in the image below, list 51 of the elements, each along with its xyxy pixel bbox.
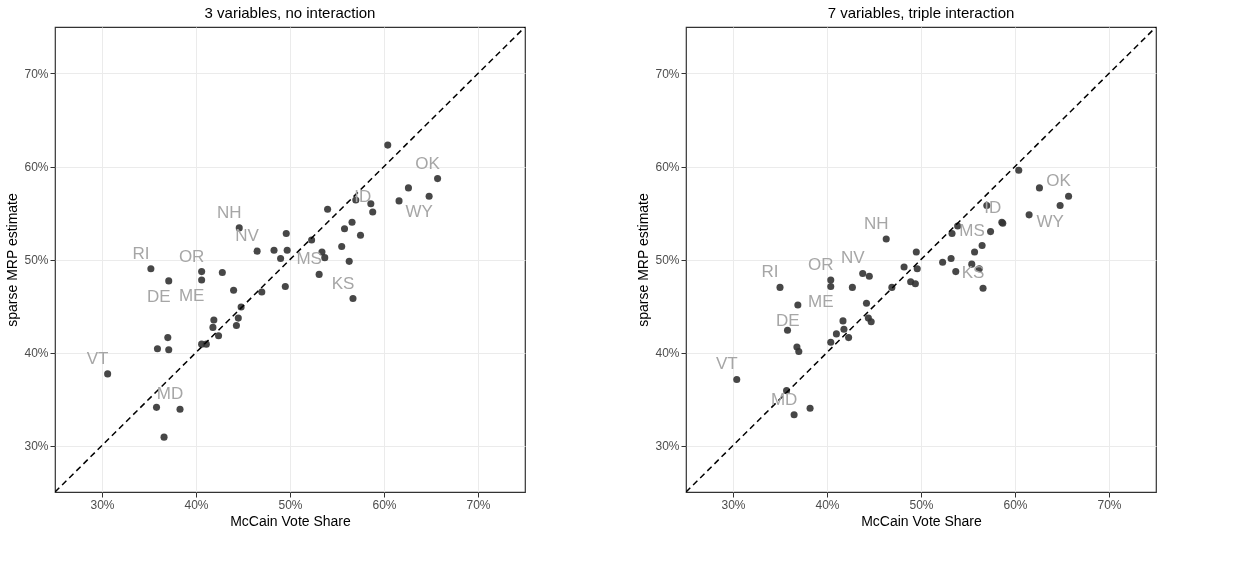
annotation: RI <box>761 262 779 282</box>
chart-title: 7 variables, triple interaction <box>827 4 1015 21</box>
annotation: KS <box>961 263 985 283</box>
annotation: OK <box>415 153 441 173</box>
annotation: ME <box>808 292 834 312</box>
x-axis-title: McCain Vote Share <box>230 512 352 529</box>
annotation: OR <box>808 254 834 274</box>
y-tick-label: 70% <box>24 67 49 81</box>
x-tick-label: 70% <box>466 497 491 512</box>
annotation: OK <box>1046 171 1072 191</box>
annotation: OR <box>178 246 205 266</box>
y-tick-label: 70% <box>655 67 680 81</box>
y-tick-label: 50% <box>655 253 680 267</box>
y-axis-title: sparse MRP estimate <box>4 193 21 327</box>
x-tick-label: 50% <box>278 497 303 512</box>
x-tick-label: 40% <box>184 497 209 512</box>
annotation: NV <box>235 226 260 246</box>
chart-title: 3 variables, no interaction <box>204 4 376 21</box>
x-tick-label: 30% <box>90 497 115 512</box>
annotation: MS <box>296 249 322 269</box>
annotation: NH <box>216 202 242 222</box>
annotation: MS <box>959 220 985 240</box>
annotation: DE <box>776 311 800 331</box>
annotation: DE <box>146 286 171 306</box>
annotation: VT <box>715 354 738 374</box>
annotation: WY <box>405 202 433 222</box>
x-tick-label: 70% <box>1097 497 1122 512</box>
x-tick-label: 30% <box>721 497 746 512</box>
y-tick-label: 60% <box>655 160 680 174</box>
y-tick-label: 60% <box>24 160 49 174</box>
y-axis-title: sparse MRP estimate <box>635 193 652 327</box>
x-tick-label: 60% <box>1003 497 1028 512</box>
y-tick-label: 30% <box>655 439 680 453</box>
annotation: ID <box>984 198 1002 218</box>
annotation: VT <box>86 348 109 368</box>
annotation: RI <box>132 243 150 263</box>
annotation: WY <box>1036 211 1064 231</box>
annotation: NV <box>840 248 866 268</box>
x-tick-label: 40% <box>815 497 840 512</box>
y-tick-label: 30% <box>24 439 49 453</box>
x-tick-label: 50% <box>909 497 934 512</box>
annotation: KS <box>331 273 355 293</box>
y-tick-label: 40% <box>24 346 49 360</box>
y-tick-label: 40% <box>655 346 680 360</box>
x-tick-label: 60% <box>372 497 397 512</box>
x-axis-title: McCain Vote Share <box>861 512 983 529</box>
annotation: MD <box>156 384 184 404</box>
annotation: ME <box>178 285 205 305</box>
annotation: MD <box>770 389 798 409</box>
annotation: NH <box>863 214 889 234</box>
y-tick-label: 50% <box>24 253 49 267</box>
